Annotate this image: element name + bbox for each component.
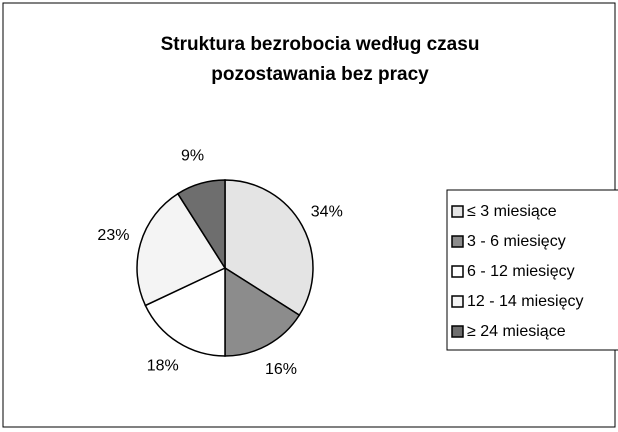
legend-label: 12 - 14 miesięcy [467, 293, 584, 310]
legend-swatch [451, 205, 464, 218]
data-label: 16% [265, 361, 297, 378]
pie-slice [176, 179, 226, 271]
legend-swatch [451, 295, 464, 308]
pie-slice [144, 266, 226, 357]
chart-title: pozostawania bez pracy [211, 64, 429, 85]
data-label: 23% [97, 227, 129, 244]
data-label: 18% [147, 357, 179, 374]
legend-label: 3 - 6 miesięcy [467, 233, 566, 250]
legend-label: 6 - 12 miesięcy [467, 263, 575, 280]
legend-swatch [451, 265, 464, 278]
legend-swatch [451, 325, 464, 338]
legend-label: ≥ 24 miesiące [467, 323, 566, 340]
legend-label: ≤ 3 miesiące [467, 203, 557, 220]
legend-swatch [451, 235, 464, 248]
legend-box [446, 189, 618, 351]
pie-slice [224, 266, 301, 357]
data-label: 34% [311, 203, 343, 220]
pie-slice [136, 192, 227, 307]
chart-title: Struktura bezrobocia według czasu [161, 34, 480, 55]
data-label: 9% [181, 148, 204, 165]
